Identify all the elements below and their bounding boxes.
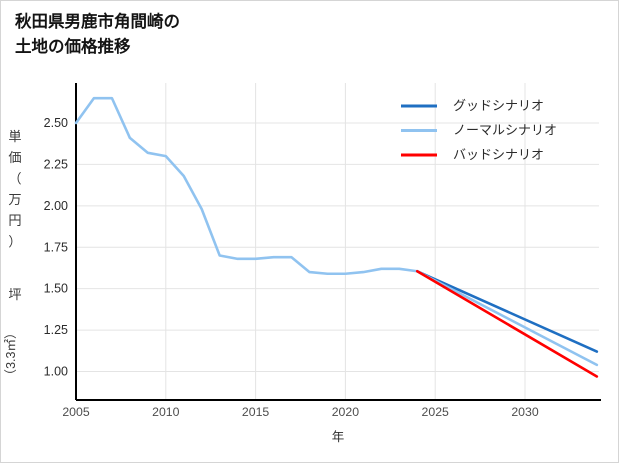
- svg-text:1.75: 1.75: [44, 240, 68, 254]
- svg-text:坪: 坪: [8, 287, 21, 302]
- svg-text:1.50: 1.50: [44, 282, 68, 296]
- svg-text:2020: 2020: [332, 405, 360, 419]
- svg-text:2.50: 2.50: [44, 116, 68, 130]
- svg-text:2010: 2010: [152, 405, 180, 419]
- svg-text:（: （: [8, 171, 21, 186]
- svg-text:2.00: 2.00: [44, 199, 68, 213]
- svg-text:（3.3㎡）: （3.3㎡）: [4, 327, 18, 382]
- svg-text:）: ）: [8, 234, 21, 249]
- svg-text:2015: 2015: [242, 405, 270, 419]
- svg-text:2.25: 2.25: [44, 157, 68, 171]
- svg-text:単: 単: [8, 129, 21, 144]
- svg-text:2025: 2025: [422, 405, 450, 419]
- svg-text:万: 万: [8, 192, 21, 207]
- svg-text:ノーマルシナリオ: ノーマルシナリオ: [453, 123, 557, 138]
- svg-text:価: 価: [8, 150, 21, 165]
- svg-text:2030: 2030: [511, 405, 539, 419]
- svg-text:グッドシナリオ: グッドシナリオ: [453, 98, 544, 113]
- svg-text:バッドシナリオ: バッドシナリオ: [453, 147, 544, 162]
- svg-text:円: 円: [8, 213, 21, 228]
- svg-text:1.25: 1.25: [44, 323, 68, 337]
- svg-text:2005: 2005: [62, 405, 90, 419]
- svg-text:年: 年: [332, 430, 345, 444]
- svg-text:1.00: 1.00: [44, 365, 68, 379]
